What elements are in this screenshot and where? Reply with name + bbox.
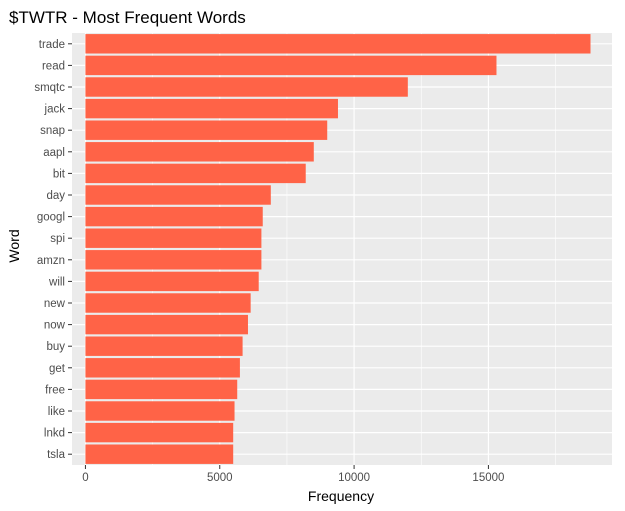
y-tick-label: googl	[37, 212, 65, 224]
y-tick-label: tsla	[47, 449, 66, 461]
x-tick-label: 0	[82, 472, 88, 484]
bar-bit	[85, 163, 306, 184]
y-axis-title: Word	[6, 229, 22, 262]
y-tick-label: will	[48, 276, 65, 288]
y-tick-label: bit	[53, 168, 66, 180]
bar-lnkd	[85, 422, 234, 443]
y-tick-label: spi	[50, 233, 65, 245]
y-tick-label: new	[44, 298, 66, 310]
bar-new	[85, 293, 251, 313]
bar-amzn	[85, 250, 262, 270]
y-tick-label: amzn	[37, 255, 65, 267]
y-tick-label: get	[49, 363, 66, 375]
plot-panel	[72, 33, 612, 465]
x-tick-label: 5000	[207, 472, 233, 484]
bar-day	[85, 185, 271, 205]
bar-buy	[85, 336, 243, 356]
y-tick-label: smqtc	[34, 82, 65, 94]
y-tick-label: jack	[44, 104, 66, 116]
bar-snap	[85, 120, 328, 140]
bar-aapl	[85, 142, 314, 162]
bar-spi	[85, 228, 262, 248]
y-tick-label: now	[44, 320, 66, 332]
bar-will	[85, 271, 259, 292]
y-tick-label: aapl	[43, 147, 65, 159]
bar-free	[85, 379, 238, 400]
y-tick-label: snap	[40, 125, 65, 137]
y-tick-label: lnkd	[44, 428, 65, 440]
bar-get	[85, 358, 240, 378]
bar-jack	[85, 98, 338, 119]
x-tick-label: 15000	[472, 472, 504, 484]
x-tick-label: 10000	[338, 472, 370, 484]
x-axis-title: Frequency	[308, 488, 374, 504]
bars	[85, 34, 591, 464]
y-tick-label: read	[42, 60, 65, 72]
chart-title: $TWTR - Most Frequent Words	[9, 8, 246, 27]
bar-like	[85, 401, 235, 421]
y-tick-label: like	[48, 406, 65, 418]
y-axis-ticks: trade read smqtc jack snap aapl bit day googl spi…	[34, 39, 72, 461]
x-axis-ticks: 0 5000 10000 15000	[82, 465, 504, 484]
bar-read	[85, 55, 497, 76]
bar-smqtc	[85, 77, 408, 97]
y-tick-label: trade	[39, 39, 65, 51]
bar-googl	[85, 206, 263, 227]
bar-now	[85, 314, 248, 335]
bar-trade	[85, 34, 591, 54]
y-tick-label: buy	[46, 341, 65, 353]
y-tick-label: free	[45, 384, 65, 396]
y-tick-label: day	[46, 190, 65, 202]
bar-tsla	[85, 444, 234, 464]
